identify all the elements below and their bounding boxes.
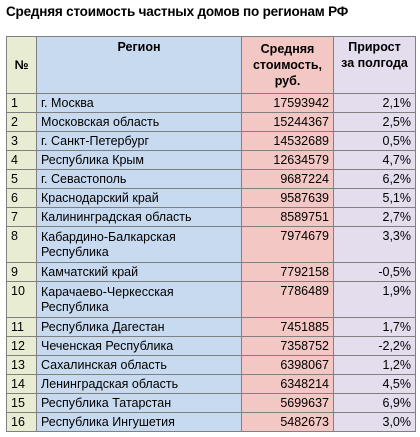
table-row: 10 Карачаево-Черкесская Республика 7786489… — [6, 281, 416, 318]
row-num-cell: 10 — [6, 281, 37, 318]
row-price-cell: 17593942 — [241, 93, 334, 113]
row-growth-cell: 6,9% — [333, 393, 416, 413]
table-row: 2 Московская область 15244367 2,5% — [6, 112, 416, 132]
header-growth: Прирост за полгода — [333, 36, 416, 94]
row-region-cell: Ленинградская область — [36, 374, 242, 394]
row-growth-cell: 4,5% — [333, 374, 416, 394]
row-region-cell: Сахалинская область — [36, 355, 242, 375]
row-num-cell: 12 — [6, 336, 37, 356]
row-price-cell: 14532689 — [241, 131, 334, 151]
row-region-cell: Республика Татарстан — [36, 393, 242, 413]
page-title: Средняя стоимость частных домов по регио… — [6, 4, 349, 19]
row-num-cell: 6 — [6, 188, 37, 208]
row-price-cell: 5699637 — [241, 393, 334, 413]
table-row: 8 Кабардино-Балкарская Республика 7974679 3… — [6, 226, 416, 263]
row-price-cell: 12634579 — [241, 150, 334, 170]
row-growth-cell: 1,2% — [333, 355, 416, 375]
header-price: Средняя стоимость, руб. — [241, 36, 334, 94]
row-price-cell: 9687224 — [241, 169, 334, 189]
table-header-row: № Регион Средняя стоимость, руб. Прирост… — [6, 36, 416, 94]
row-price-cell: 8589751 — [241, 207, 334, 227]
row-price-cell: 15244367 — [241, 112, 334, 132]
row-region-cell: Камчатский край — [36, 262, 242, 282]
table-row: 14 Ленинградская область 6348214 4,5% — [6, 374, 416, 394]
row-growth-cell: 4,7% — [333, 150, 416, 170]
row-price-cell: 7358752 — [241, 336, 334, 356]
row-growth-cell: 6,2% — [333, 169, 416, 189]
row-region-cell: Московская область — [36, 112, 242, 132]
row-region-cell: Республика Дагестан — [36, 317, 242, 337]
row-num-cell: 8 — [6, 226, 37, 263]
row-price-cell: 7792158 — [241, 262, 334, 282]
table-row: 16 Республика Ингушетия 5482673 3,0% — [6, 412, 416, 432]
row-growth-cell: 2,1% — [333, 93, 416, 113]
row-region-cell: Чеченская Республика — [36, 336, 242, 356]
table-row: 12 Чеченская Республика 7358752 -2,2% — [6, 336, 416, 356]
row-growth-cell: 0,5% — [333, 131, 416, 151]
row-num-cell: 11 — [6, 317, 37, 337]
row-price-cell: 9587639 — [241, 188, 334, 208]
row-price-cell: 7974679 — [241, 226, 334, 263]
row-price-cell: 6398067 — [241, 355, 334, 375]
row-num-cell: 4 — [6, 150, 37, 170]
header-growth-line1: Прирост — [348, 40, 401, 54]
table-row: 3 г. Санкт-Петербург 14532689 0,5% — [6, 131, 416, 151]
regions-price-table: № Регион Средняя стоимость, руб. Прирост… — [6, 36, 416, 432]
header-growth-line2: за полгода — [341, 56, 408, 70]
row-num-cell: 2 — [6, 112, 37, 132]
row-num-cell: 1 — [6, 93, 37, 113]
table-row: 7 Калининградская область 8589751 2,7% — [6, 207, 416, 227]
table-row: 1 г. Москва 17593942 2,1% — [6, 93, 416, 113]
row-region-cell: Калининградская область — [36, 207, 242, 227]
table-row: 11 Республика Дагестан 7451885 1,7% — [6, 317, 416, 337]
row-num-cell: 9 — [6, 262, 37, 282]
row-region-cell: Республика Ингушетия — [36, 412, 242, 432]
row-num-cell: 15 — [6, 393, 37, 413]
row-price-cell: 7786489 — [241, 281, 334, 318]
row-region-cell: Краснодарский край — [36, 188, 242, 208]
row-price-cell: 7451885 — [241, 317, 334, 337]
row-num-cell: 7 — [6, 207, 37, 227]
row-growth-cell: 2,5% — [333, 112, 416, 132]
row-price-cell: 6348214 — [241, 374, 334, 394]
row-region-cell: Карачаево-Черкесская Республика — [36, 281, 242, 318]
row-region-cell: Кабардино-Балкарская Республика — [36, 226, 242, 263]
row-growth-cell: 3,3% — [333, 226, 416, 263]
table-row: 13 Сахалинская область 6398067 1,2% — [6, 355, 416, 375]
table-row: 6 Краснодарский край 9587639 5,1% — [6, 188, 416, 208]
row-growth-cell: 2,7% — [333, 207, 416, 227]
row-num-cell: 14 — [6, 374, 37, 394]
table-row: 5 г. Севастополь 9687224 6,2% — [6, 169, 416, 189]
header-num: № — [6, 36, 37, 94]
row-region-cell: г. Москва — [36, 93, 242, 113]
row-growth-cell: -2,2% — [333, 336, 416, 356]
table-body: 1 г. Москва 17593942 2,1% 2 Московская област… — [6, 93, 416, 432]
row-num-cell: 5 — [6, 169, 37, 189]
row-num-cell: 16 — [6, 412, 37, 432]
row-region-cell: Республика Крым — [36, 150, 242, 170]
row-num-cell: 13 — [6, 355, 37, 375]
table-row: 15 Республика Татарстан 5699637 6,9% — [6, 393, 416, 413]
row-growth-cell: 3,0% — [333, 412, 416, 432]
header-price-line2: стоимость, — [252, 58, 322, 72]
header-region: Регион — [36, 36, 242, 94]
header-price-line3: руб. — [274, 74, 301, 88]
row-growth-cell: 5,1% — [333, 188, 416, 208]
row-growth-cell: 1,7% — [333, 317, 416, 337]
row-region-cell: г. Санкт-Петербург — [36, 131, 242, 151]
table-row: 4 Республика Крым 12634579 4,7% — [6, 150, 416, 170]
row-growth-cell: 1,9% — [333, 281, 416, 318]
header-price-line1: Средняя — [260, 42, 315, 56]
row-price-cell: 5482673 — [241, 412, 334, 432]
row-num-cell: 3 — [6, 131, 37, 151]
row-region-cell: г. Севастополь — [36, 169, 242, 189]
row-growth-cell: -0,5% — [333, 262, 416, 282]
table-row: 9 Камчатский край 7792158 -0,5% — [6, 262, 416, 282]
